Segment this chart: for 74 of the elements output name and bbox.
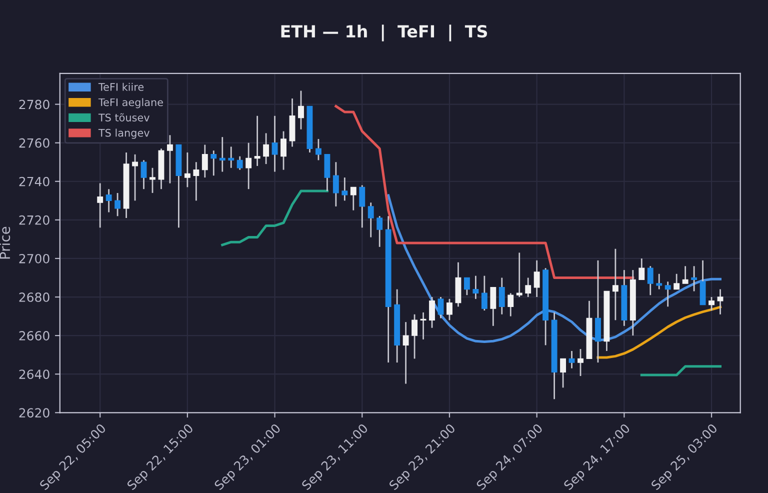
y-tick-label: 2660: [19, 331, 50, 340]
candlestick: [560, 358, 566, 388]
legend-label: TeFI kiire: [98, 82, 144, 91]
candlestick: [193, 161, 200, 202]
candlestick: [472, 275, 479, 300]
candlestick: [350, 186, 356, 211]
candlestick: [236, 156, 243, 171]
y-tick-label: 2740: [19, 176, 50, 186]
candlestick: [438, 296, 444, 319]
candlestick: [708, 296, 714, 312]
candlestick: [263, 132, 270, 165]
y-tick-label: 2720: [19, 215, 50, 225]
candlestick: [342, 176, 348, 202]
candlestick: [368, 202, 374, 238]
candlestick: [150, 167, 156, 194]
candlestick: [359, 184, 366, 228]
candlestick: [429, 296, 435, 329]
candlestick: [498, 277, 505, 316]
candlestick: [324, 154, 330, 192]
legend-label: TeFI aeglane: [98, 98, 163, 108]
candlestick: [298, 90, 304, 130]
candlestick: [525, 277, 532, 298]
chart-title: ETH — 1h | TeFI | TS: [281, 24, 488, 42]
candlestick: [612, 248, 618, 321]
candlestick: [376, 215, 383, 248]
candlestick: [638, 258, 645, 280]
y-tick-label: 2760: [19, 138, 50, 148]
candlestick: [464, 277, 470, 296]
candlestick: [682, 265, 688, 284]
candlestick: [595, 260, 601, 364]
candlestick: [402, 321, 409, 384]
candlestick: [516, 252, 522, 298]
legend-label: TS tõusev: [98, 113, 150, 122]
candlestick: [674, 273, 680, 290]
legend-label: TS langev: [98, 128, 150, 139]
candlestick: [97, 182, 104, 228]
y-tick-label: 2680: [19, 292, 50, 302]
y-tick-label: 2640: [19, 370, 50, 380]
line-series: [596, 306, 722, 359]
candlestick: [106, 188, 112, 213]
candlestick: [656, 273, 662, 290]
candlestick: [481, 275, 488, 312]
candlestick: [315, 138, 322, 161]
candlestick: [700, 260, 706, 306]
candlestick: [691, 265, 698, 292]
candlestick: [578, 348, 584, 377]
candlestick: [412, 314, 418, 360]
candlestick: [490, 286, 496, 327]
y-tick-label: 2780: [19, 100, 50, 110]
line-series: [334, 104, 634, 279]
candlestick: [446, 298, 452, 321]
candlestick: [246, 142, 252, 190]
candlestick: [166, 134, 173, 184]
candlestick: [228, 146, 234, 169]
candlestick: [210, 150, 217, 176]
y-tick-label: 2700: [19, 254, 50, 264]
candlestick: [508, 292, 514, 317]
candlestick: [140, 159, 147, 190]
candlestick: [717, 288, 724, 316]
candlestick: [664, 280, 671, 308]
candlestick: [568, 350, 575, 370]
candlestick: [114, 192, 121, 217]
candlestick: [219, 136, 226, 172]
candlestick: [332, 161, 339, 208]
y-tick-label: 2620: [19, 408, 50, 418]
candlestick: [647, 265, 654, 296]
candlestick: [534, 260, 540, 298]
candlestick: [272, 115, 278, 172]
candlestick: [202, 144, 208, 178]
candlestick: [280, 130, 286, 171]
candlestick: [254, 115, 260, 167]
candlestick: [132, 154, 138, 202]
line-series: [387, 194, 722, 343]
candlestick: [184, 152, 190, 188]
